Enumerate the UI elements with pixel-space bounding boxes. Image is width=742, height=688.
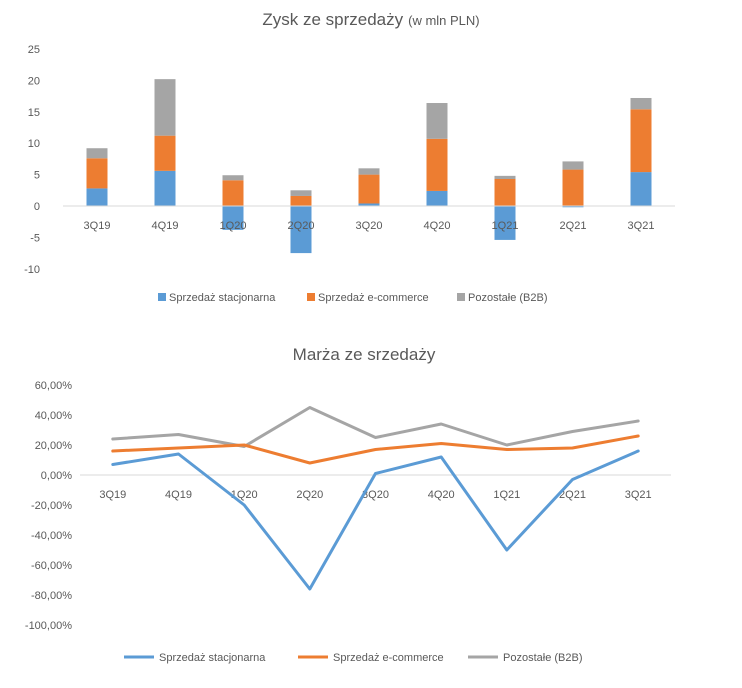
y-tick-label: -20,00%	[31, 500, 72, 512]
y-tick-label: -10	[24, 264, 40, 276]
legend-label-3: Pozostałe (B2B)	[503, 652, 582, 664]
y-tick-label: -40,00%	[31, 530, 72, 542]
bar-3-2q20	[290, 190, 312, 196]
x-tick-label: 1Q21	[493, 489, 520, 501]
legend-label-1: Sprzedaż stacjonarna	[169, 292, 276, 304]
chart-title: Zysk ze sprzedaży (w mln PLN)	[262, 10, 479, 29]
x-tick-label: 3Q19	[99, 489, 126, 501]
bar-2-4q19	[154, 135, 176, 171]
bar-3-1q20	[222, 175, 244, 181]
chart-title: Marża ze srzedaży	[293, 345, 436, 364]
x-tick-label: 4Q20	[424, 220, 451, 232]
x-tick-label: 2Q21	[559, 489, 586, 501]
bar-3-4q19	[154, 79, 176, 136]
bar-1-1q21	[494, 206, 516, 240]
x-tick-label: 1Q20	[220, 220, 247, 232]
series-line-2	[111, 434, 640, 465]
x-tick-label: 2Q20	[288, 220, 315, 232]
bar-2-1q20	[222, 180, 244, 206]
bar-3-3q21	[630, 97, 652, 110]
bar-1-4q20	[426, 190, 448, 206]
legend-label-1: Sprzedaż stacjonarna	[159, 652, 266, 664]
x-tick-label: 4Q19	[165, 489, 192, 501]
bar-3-1q21	[494, 175, 516, 179]
y-tick-label: 0,00%	[41, 470, 72, 482]
bar-1-2q20	[290, 206, 312, 254]
bar-3-3q19	[86, 148, 108, 159]
bar-2-3q20	[358, 174, 380, 204]
x-tick-label: 4Q20	[428, 489, 455, 501]
x-tick-label: 3Q20	[356, 220, 383, 232]
y-tick-label: 40,00%	[35, 410, 73, 422]
x-tick-label: 2Q20	[296, 489, 323, 501]
y-tick-label: -60,00%	[31, 560, 72, 572]
bar-1-4q19	[154, 170, 176, 206]
y-tick-label: -5	[30, 232, 40, 244]
legend-swatch-1	[158, 293, 166, 301]
bar-2-2q21	[562, 169, 584, 206]
x-tick-label: 3Q21	[628, 220, 655, 232]
bar-1-3q20	[358, 203, 380, 206]
bar-3-2q21	[562, 161, 584, 170]
x-tick-label: 3Q20	[362, 489, 389, 501]
y-tick-label: -80,00%	[31, 590, 72, 602]
bar-2-3q19	[86, 158, 108, 189]
legend-label-3: Pozostałe (B2B)	[468, 292, 547, 304]
margin-line-chart: Marża ze srzedaży 60,00% 40,00% 20,00% 0,00%…	[25, 345, 671, 664]
y-tick-label: -100,00%	[25, 620, 72, 632]
y-tick-label: 15	[28, 107, 40, 119]
bar-1-1q20	[222, 206, 244, 230]
chart-subtitle: (w mln PLN)	[408, 13, 480, 28]
profit-bar-chart: Zysk ze sprzedaży (w mln PLN) 25 20 15 10 5 0 -5…	[24, 10, 675, 304]
y-tick-label: 10	[28, 138, 40, 150]
y-tick-label: 20	[28, 75, 40, 87]
x-tick-label: 4Q19	[152, 220, 179, 232]
legend-label-2: Sprzedaż e-commerce	[333, 652, 444, 664]
bar-1-3q21	[630, 172, 652, 206]
bar-1-2q21	[562, 206, 584, 208]
bar-2-2q20	[290, 195, 312, 206]
bar-2-4q20	[426, 138, 448, 191]
x-tick-label: 3Q21	[625, 489, 652, 501]
legend-label-2: Sprzedaż e-commerce	[318, 292, 429, 304]
x-tick-label: 2Q21	[560, 220, 587, 232]
bar-2-1q21	[494, 178, 516, 206]
y-tick-label: 60,00%	[35, 380, 73, 392]
bar-3-4q20	[426, 103, 448, 139]
bar-2-3q21	[630, 109, 652, 173]
series-line-1	[111, 449, 640, 591]
x-tick-label: 3Q19	[84, 220, 111, 232]
chart-title-main: Zysk ze sprzedaży	[262, 10, 403, 29]
y-tick-label: 25	[28, 44, 40, 56]
bar-1-3q19	[86, 188, 108, 206]
y-tick-label: 5	[34, 170, 40, 182]
series-line-3	[111, 406, 640, 448]
legend-swatch-3	[457, 293, 465, 301]
y-tick-label: 20,00%	[35, 440, 73, 452]
bar-3-3q20	[358, 168, 380, 175]
legend-swatch-2	[307, 293, 315, 301]
y-tick-label: 0	[34, 201, 40, 213]
x-tick-label: 1Q21	[492, 220, 519, 232]
